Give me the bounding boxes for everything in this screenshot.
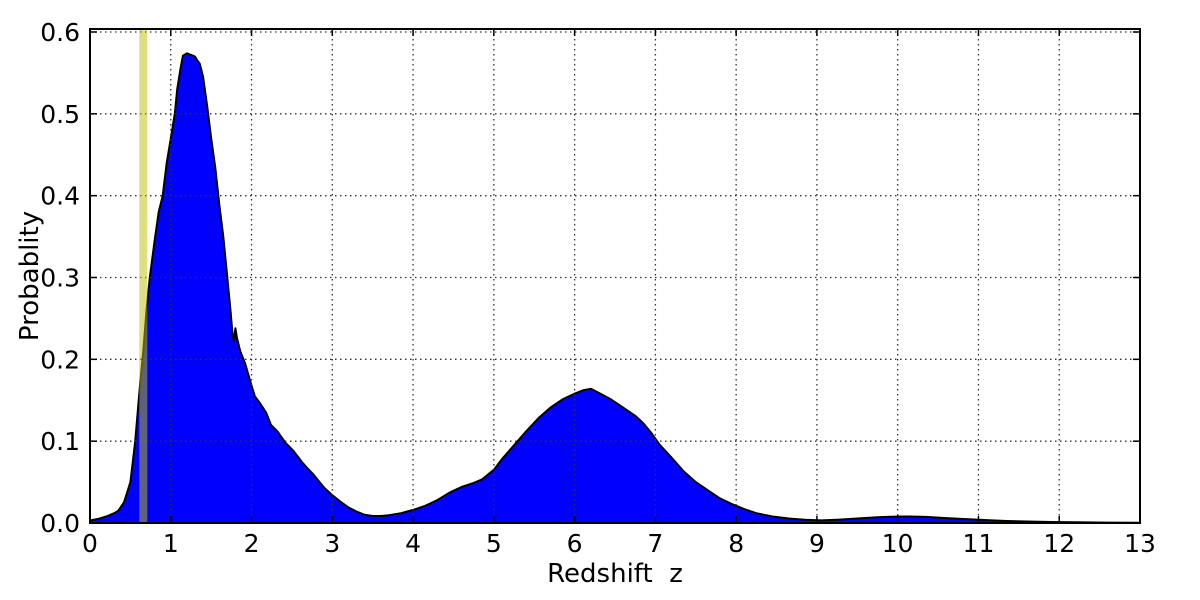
y-tick-label: 0.5: [40, 100, 80, 129]
x-tick-label: 13: [1124, 529, 1156, 558]
y-tick-label: 0.1: [40, 427, 80, 456]
x-tick-label: 3: [324, 529, 340, 558]
x-tick-label: 7: [647, 529, 663, 558]
x-tick-label: 12: [1043, 529, 1075, 558]
y-tick-labels: 0.0 0.1 0.2 0.3 0.4 0.5 0.6: [40, 18, 80, 538]
x-tick-label: 9: [809, 529, 825, 558]
y-tick-label: 0.0: [40, 509, 80, 538]
y-tick-label: 0.4: [40, 182, 80, 211]
gridlines: [90, 29, 1140, 523]
x-tick-label: 8: [728, 529, 744, 558]
x-tick-label: 5: [486, 529, 502, 558]
density-area-path: [89, 52, 1141, 524]
x-tick-label: 2: [244, 529, 260, 558]
axes-frame: [89, 28, 1141, 524]
x-tick-label: 6: [567, 529, 583, 558]
x-tick-label: 4: [405, 529, 421, 558]
density-area: [89, 52, 1141, 524]
x-tick-labels: 0 1 2 3 4 5 6 7 8 9 10 11 12 13: [82, 529, 1156, 558]
x-tick-label: 1: [163, 529, 179, 558]
y-tick-label: 0.6: [40, 18, 80, 47]
x-tick-label: 11: [963, 529, 995, 558]
y-axis-label: Probablity: [15, 211, 45, 341]
x-tick-label: 10: [882, 529, 914, 558]
y-tick-label: 0.2: [40, 345, 80, 374]
tick-marks: [89, 29, 1141, 524]
plot-border: [89, 28, 1141, 524]
y-tick-label: 0.3: [40, 264, 80, 293]
x-tick-label: 0: [82, 529, 98, 558]
x-axis-label: Redshift z: [547, 559, 683, 589]
